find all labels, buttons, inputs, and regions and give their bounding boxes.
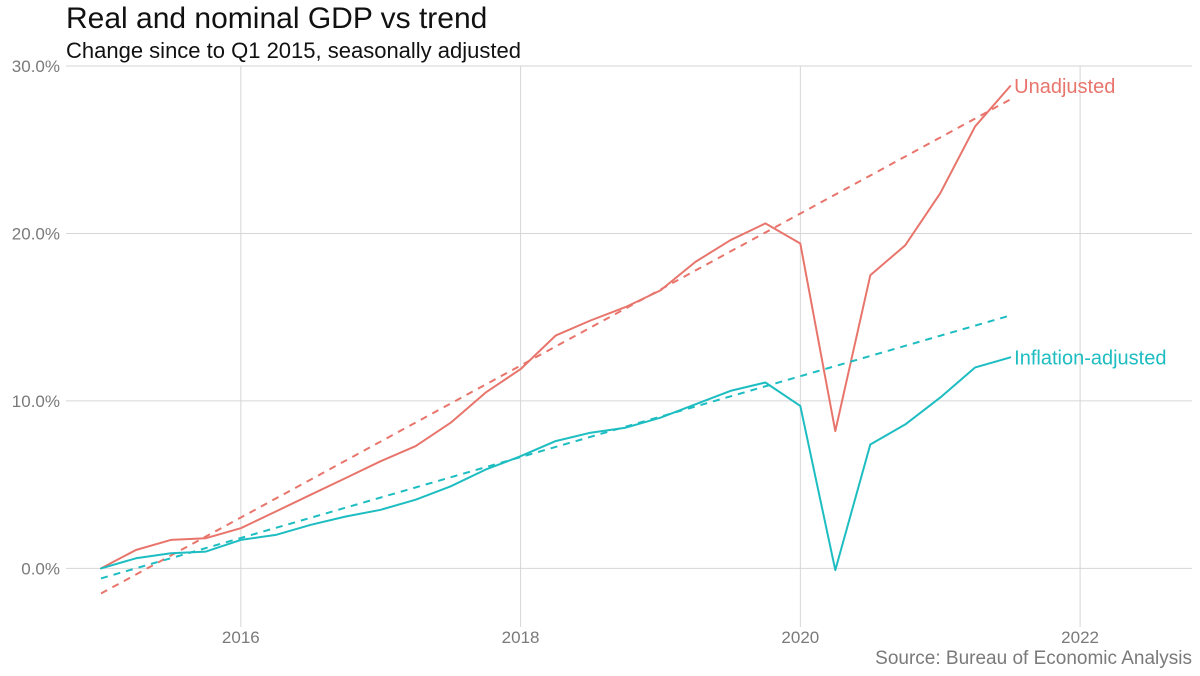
y-tick-label: 20.0% [12, 224, 60, 243]
series-line-inflation-adjusted-trend [100, 314, 1011, 580]
chart-subtitle: Change since to Q1 2015, seasonally adju… [66, 38, 521, 63]
series-line-inflation-adjusted [100, 356, 1012, 572]
x-tick-label: 2020 [781, 628, 819, 647]
series-layer [100, 85, 1012, 595]
series-end-labels: Unadjusted Inflation-adjusted [1014, 76, 1166, 369]
series-end-label-unadjusted: Unadjusted [1014, 76, 1115, 98]
y-tick-label: 30.0% [12, 57, 60, 76]
axis-tick-labels: 0.0% 10.0% 20.0% 30.0% 2016 2018 2020 2022 [12, 57, 1099, 647]
series-line-unadjusted-trend [100, 98, 1011, 595]
series-line-unadjusted [100, 85, 1012, 570]
source-note: Source: Bureau of Economic Analysis [875, 648, 1192, 669]
x-tick-label: 2018 [502, 628, 540, 647]
grid-lines [66, 65, 1192, 627]
y-tick-label: 0.0% [21, 559, 60, 578]
chart-title: Real and nominal GDP vs trend [66, 2, 488, 35]
series-end-label-inflation-adjusted: Inflation-adjusted [1014, 347, 1166, 369]
y-tick-label: 10.0% [12, 392, 60, 411]
x-tick-label: 2016 [222, 628, 260, 647]
x-tick-label: 2022 [1061, 628, 1099, 647]
